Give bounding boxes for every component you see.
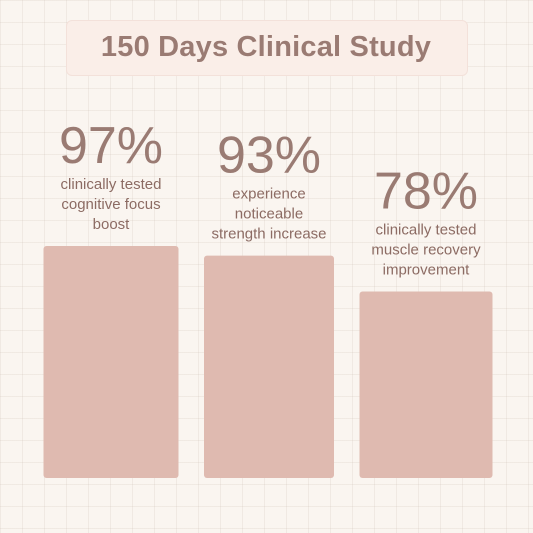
description-line-3-3: improvement xyxy=(383,261,471,278)
bar-2 xyxy=(204,255,334,478)
value-label-2: 93% xyxy=(217,127,321,185)
description-line-2-2: noticeable xyxy=(235,206,303,223)
description-line-2-1: experience xyxy=(232,186,305,203)
description-line-1-3: boost xyxy=(93,216,131,233)
description-line-3-1: clinically tested xyxy=(376,221,477,238)
bar-1 xyxy=(43,246,179,478)
bar-3 xyxy=(359,291,493,478)
title-banner xyxy=(66,20,468,76)
chart-title: 150 Days Clinical Study xyxy=(100,30,432,63)
description-line-1-2: cognitive focus xyxy=(61,196,160,213)
value-label-3: 78% xyxy=(374,162,478,220)
description-line-3-2: muscle recovery xyxy=(371,241,481,258)
description-line-2-3: strength increase xyxy=(211,226,326,243)
description-line-1-1: clinically tested xyxy=(61,176,162,193)
value-label-1: 97% xyxy=(59,117,163,175)
